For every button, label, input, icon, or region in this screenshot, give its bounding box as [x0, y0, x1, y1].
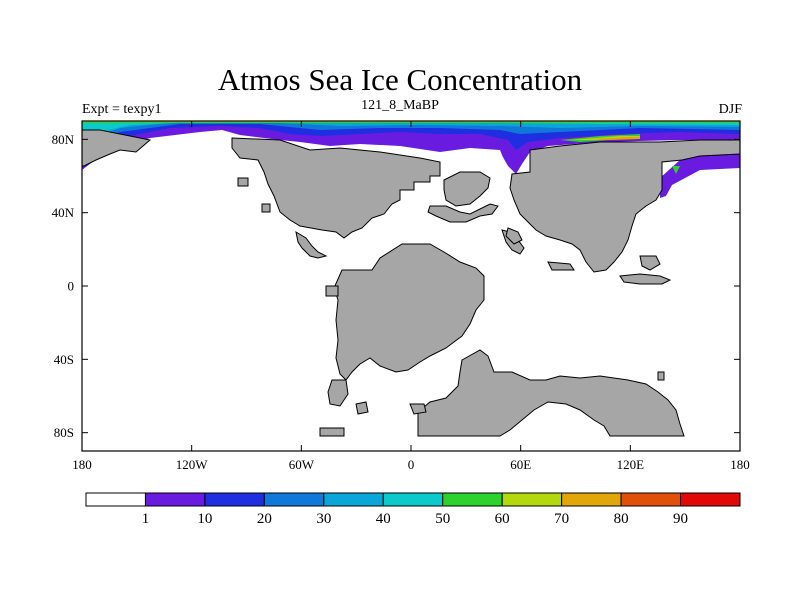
landmass-greenland	[443, 171, 491, 207]
colorbar-box	[204, 492, 265, 507]
colorbar-box	[85, 492, 146, 507]
landmass-small-island-1	[237, 177, 249, 187]
colorbar-box	[620, 492, 682, 507]
colorbar-box	[144, 492, 206, 507]
colorbar-label: 50	[435, 511, 450, 527]
time-label: 121_8_MaBP	[361, 98, 439, 113]
landmass-southeast-asia	[547, 261, 575, 271]
colorbar-box	[442, 492, 503, 507]
landmass-east-asia-islands	[639, 255, 661, 271]
sea-ice-band-50	[82, 121, 740, 174]
colorbar-label: 80	[614, 511, 629, 527]
y-tick-label: 40N	[52, 205, 75, 220]
landmass-small-island-3	[657, 371, 665, 381]
colorbar-label: 90	[673, 511, 688, 527]
sea-ice-band-40	[82, 121, 740, 144]
x-tick-label: 120W	[176, 457, 209, 472]
landmass-indonesia	[619, 273, 672, 285]
colorbar-box	[561, 492, 622, 507]
landmass-alaska-west	[82, 129, 152, 167]
x-tick-label: 120E	[617, 457, 645, 472]
x-tick-label: 180	[72, 457, 92, 472]
x-tick-label: 60E	[510, 457, 531, 472]
open-water-gap	[280, 140, 504, 160]
season-label: DJF	[718, 102, 742, 117]
landmass-arabia	[505, 227, 523, 245]
landmass-small-island-2	[261, 203, 271, 213]
colorbar-box	[323, 492, 384, 507]
landmass-north-america	[231, 137, 441, 239]
landmass-antarctica-west	[319, 427, 345, 437]
x-tick-label: 60W	[289, 457, 315, 472]
x-tick-label: 180	[730, 457, 750, 472]
axes: 180 120W 60W 0 60E 120E 180 80N 40N 0 40S 80S	[52, 121, 750, 472]
landmass-europe	[427, 203, 499, 223]
y-tick-label: 40S	[54, 352, 74, 367]
y-tick-label: 0	[68, 279, 75, 294]
colorbar-box	[680, 492, 741, 507]
colorbar-label: 70	[554, 511, 569, 527]
landmass-south-america-africa	[333, 243, 485, 381]
sea-ice-field	[82, 121, 740, 198]
colorbar-label: 30	[316, 511, 331, 527]
y-tick-label: 80S	[54, 425, 74, 440]
y-tick-label: 80N	[52, 132, 75, 147]
colorbar-label: 60	[495, 511, 510, 527]
colorbar-label: 1	[142, 511, 150, 527]
sea-ice-band-30	[82, 121, 740, 141]
landmass-asia	[509, 139, 740, 273]
landmass-antarctica-island	[409, 403, 427, 415]
landmass-antarctica-east	[417, 349, 685, 437]
experiment-label: Expt = texpy1	[82, 102, 162, 117]
landmass-central-america	[295, 230, 328, 259]
land-masses	[82, 129, 740, 437]
colorbar-label: 10	[197, 511, 212, 527]
map-title: Atmos Sea Ice Concentration	[217, 62, 583, 97]
landmass-south-america-tip	[327, 379, 349, 407]
colorbar-label: 40	[376, 511, 391, 527]
x-tick-label: 0	[408, 457, 415, 472]
landmass-caribbean-island	[325, 285, 339, 297]
colorbar-label: 20	[257, 511, 272, 527]
colorbar-box	[382, 492, 444, 507]
colorbar-box	[263, 492, 325, 507]
landmass-peninsula	[355, 401, 369, 415]
colorbar-box	[501, 492, 563, 507]
colorbar: 1 10 20 30 40 50 60 70 80 90	[85, 492, 741, 527]
